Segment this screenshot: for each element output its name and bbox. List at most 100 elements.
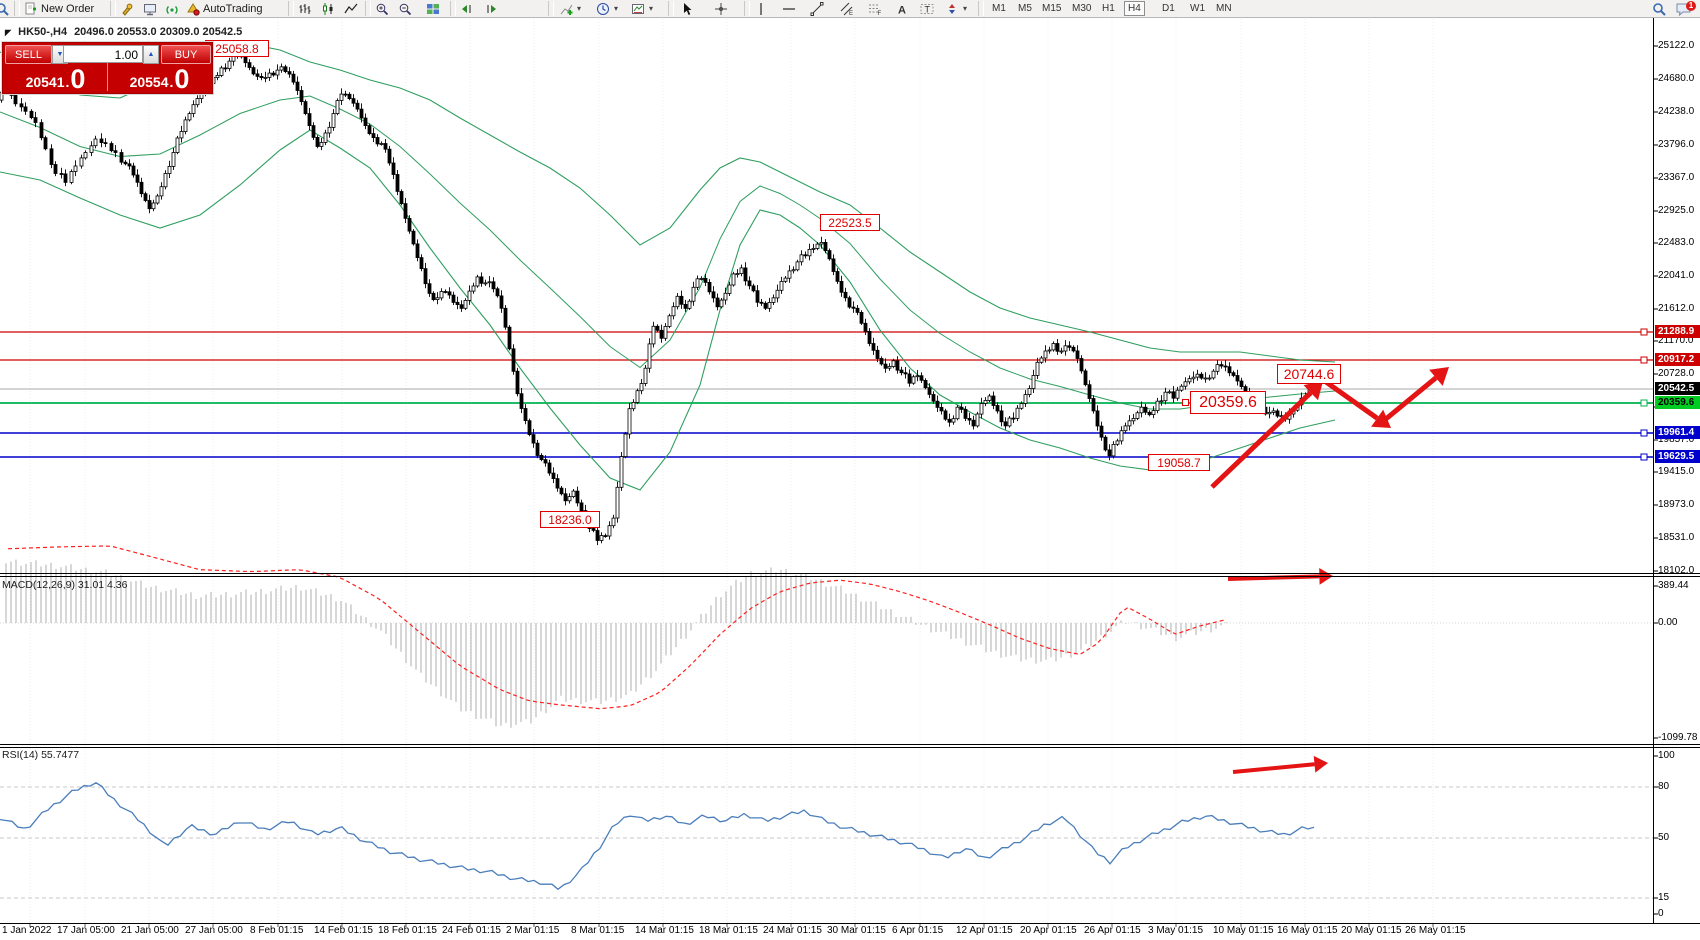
time-label: 2 Mar 01:15 [506, 925, 560, 936]
signals-icon[interactable] [163, 0, 181, 17]
buy-price[interactable]: 20554. 0 [108, 63, 211, 93]
indicator-tick: 50 [1658, 832, 1670, 843]
price-annotation: 20744.6 [1277, 364, 1341, 384]
chat-icon[interactable]: 1 [1674, 0, 1696, 17]
indicators-icon[interactable]: ▾ [557, 0, 583, 17]
line-chart-icon[interactable] [342, 0, 360, 17]
timeframe-mn-button[interactable]: MN [1216, 3, 1232, 14]
horizontal-line-icon[interactable] [780, 0, 798, 17]
chart-shift-icon[interactable] [458, 0, 476, 17]
svg-text:T: T [925, 4, 931, 14]
cursor-icon[interactable] [678, 0, 696, 17]
timeframe-w1-button[interactable]: W1 [1190, 3, 1205, 14]
chevron-down-icon[interactable]: ▾ [649, 4, 654, 13]
chevron-down-icon[interactable]: ▾ [963, 4, 968, 13]
left-partial-icon[interactable] [0, 0, 11, 17]
annotation-handle[interactable] [1182, 398, 1189, 406]
search-icon[interactable] [1650, 0, 1668, 17]
trendline-icon[interactable] [808, 0, 826, 17]
bar-chart-icon[interactable] [296, 0, 314, 17]
indicator-tick: 80 [1658, 781, 1670, 792]
timeframe-m5-button[interactable]: M5 [1018, 3, 1032, 14]
price-annotation: 19058.7 [1148, 454, 1210, 471]
price-tick: 24680.0 [1658, 73, 1695, 84]
notification-badge: 1 [1686, 0, 1696, 11]
chart-shift-icon [460, 2, 474, 16]
price-tick: 20728.0 [1658, 368, 1695, 379]
text-icon[interactable]: A [893, 0, 911, 17]
zoom-in-icon[interactable] [373, 0, 391, 17]
buy-price-dot: . [169, 74, 174, 90]
volume-input[interactable] [63, 45, 143, 63]
equidistant-channel-icon[interactable]: E [838, 0, 856, 17]
market-watch-icon[interactable] [141, 0, 159, 17]
timeframe-h1-button[interactable]: H1 [1102, 3, 1115, 14]
chevron-down-icon[interactable]: ▾ [614, 4, 619, 13]
equidistant-channel-icon: E [840, 2, 854, 16]
tile-windows-icon [426, 2, 440, 16]
time-label: 17 Jan 05:00 [57, 925, 115, 936]
indicator-tick: 0 [1658, 908, 1664, 919]
timeframe-m15-button[interactable]: M15 [1042, 3, 1062, 14]
chart-area[interactable]: ◤ HK50-,H4 20496.0 20553.0 20309.0 20542… [0, 18, 1700, 940]
svg-text:E: E [849, 11, 853, 16]
periods-icon[interactable]: ▾ [594, 0, 620, 17]
toolbar-separator [450, 1, 456, 16]
signals-icon [165, 2, 179, 16]
sell-price[interactable]: 20541. 0 [4, 63, 107, 93]
auto-scroll-icon[interactable] [482, 0, 500, 17]
time-label: 30 Mar 01:15 [827, 925, 886, 936]
arrows-icon[interactable]: ▾ [943, 0, 969, 17]
time-label: 20 Apr 01:15 [1020, 925, 1077, 936]
price-tick: 24238.0 [1658, 106, 1695, 117]
timeframe-h4-button[interactable]: H4 [1124, 1, 1145, 16]
tools-icon[interactable] [118, 0, 136, 17]
zoom-out-icon [398, 2, 412, 16]
time-label: 8 Mar 01:15 [571, 925, 625, 936]
crosshair-icon[interactable] [712, 0, 730, 17]
autotrading-button[interactable]: AutoTrading [184, 0, 265, 17]
tile-windows-icon[interactable] [424, 0, 442, 17]
symbol-period: HK50-,H4 [18, 26, 68, 38]
left-partial-icon [0, 2, 9, 16]
chevron-down-icon[interactable]: ▾ [577, 4, 582, 13]
time-label: 18 Mar 01:15 [699, 925, 758, 936]
new-order-button[interactable]: New Order [22, 0, 96, 17]
arrows-icon [945, 2, 959, 16]
price-tag: 19961.4 [1655, 426, 1700, 439]
vertical-line-icon[interactable] [752, 0, 770, 17]
vertical-line-icon [754, 2, 768, 16]
candle-chart-icon [321, 2, 335, 16]
chart-canvas[interactable] [0, 18, 1700, 940]
price-tag: 20917.2 [1655, 353, 1700, 366]
text-label-icon: T [920, 2, 934, 16]
time-label: 26 May 01:15 [1405, 925, 1466, 936]
price-tick: 23367.0 [1658, 172, 1695, 183]
sell-button[interactable]: SELL [5, 45, 52, 64]
fibonacci-icon[interactable]: F [866, 0, 884, 17]
price-tick: 21612.0 [1658, 303, 1695, 314]
zoom-out-icon[interactable] [396, 0, 414, 17]
autotrading-button-label: AutoTrading [203, 2, 263, 15]
buy-price-main: 20554 [129, 74, 169, 90]
timeframe-m30-button[interactable]: M30 [1072, 3, 1092, 14]
crosshair-icon [714, 2, 728, 16]
price-tick: 21170.0 [1658, 335, 1694, 346]
time-label: 1 Jan 2022 [2, 925, 52, 936]
time-label: 26 Apr 01:15 [1084, 925, 1141, 936]
tools-icon [120, 2, 134, 16]
templates-icon[interactable]: ▾ [629, 0, 655, 17]
volume-up-button[interactable]: ▲ [143, 45, 159, 64]
price-tag: 20542.5 [1655, 382, 1700, 395]
indicator-tick: 15 [1658, 892, 1670, 903]
price-annotation: 22523.5 [820, 214, 880, 231]
toolbar-separator [110, 1, 116, 16]
timeframe-d1-button[interactable]: D1 [1162, 3, 1175, 14]
bar-chart-icon [298, 2, 312, 16]
timeframe-m1-button[interactable]: M1 [992, 3, 1006, 14]
search-icon [1652, 2, 1666, 16]
text-label-icon[interactable]: T [918, 0, 936, 17]
buy-button[interactable]: BUY [161, 45, 211, 64]
time-label: 24 Mar 01:15 [763, 925, 822, 936]
candle-chart-icon[interactable] [319, 0, 337, 17]
